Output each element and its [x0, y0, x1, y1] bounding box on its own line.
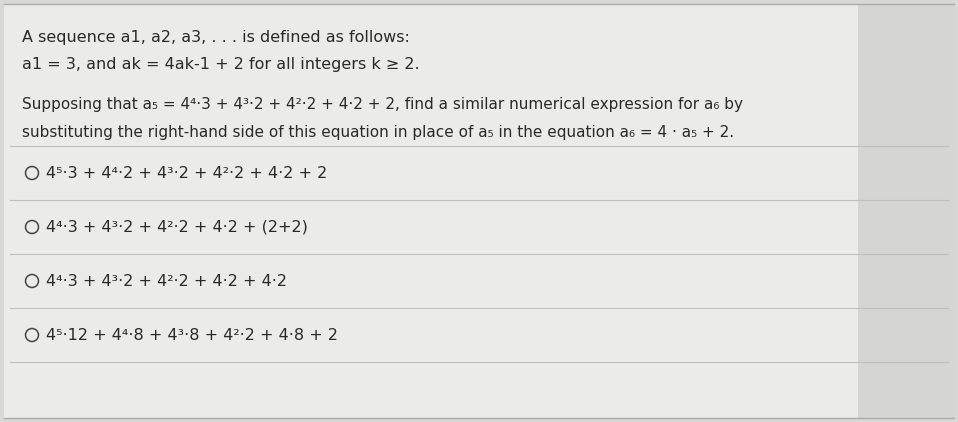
Bar [858, 4, 954, 418]
Text: a1 = 3, and ak = 4ak-1 + 2 for all integers k ≥ 2.: a1 = 3, and ak = 4ak-1 + 2 for all integ… [22, 57, 420, 72]
Text: 4⁴·3 + 4³·2 + 4²·2 + 4·2 + 4·2: 4⁴·3 + 4³·2 + 4²·2 + 4·2 + 4·2 [46, 273, 287, 289]
Text: substituting the right-hand side of this equation in place of a₅ in the equation: substituting the right-hand side of this… [22, 125, 734, 140]
Text: 4⁵·3 + 4⁴·2 + 4³·2 + 4²·2 + 4·2 + 2: 4⁵·3 + 4⁴·2 + 4³·2 + 4²·2 + 4·2 + 2 [46, 165, 328, 181]
Text: 4⁴·3 + 4³·2 + 4²·2 + 4·2 + (2+2): 4⁴·3 + 4³·2 + 4²·2 + 4·2 + (2+2) [46, 219, 308, 235]
Text: A sequence a1, a2, a3, . . . is defined as follows:: A sequence a1, a2, a3, . . . is defined … [22, 30, 410, 45]
Text: 4⁵·12 + 4⁴·8 + 4³·8 + 4²·2 + 4·8 + 2: 4⁵·12 + 4⁴·8 + 4³·8 + 4²·2 + 4·8 + 2 [46, 327, 338, 343]
Text: Supposing that a₅ = 4⁴·3 + 4³·2 + 4²·2 + 4·2 + 2, find a similar numerical expre: Supposing that a₅ = 4⁴·3 + 4³·2 + 4²·2 +… [22, 97, 743, 112]
